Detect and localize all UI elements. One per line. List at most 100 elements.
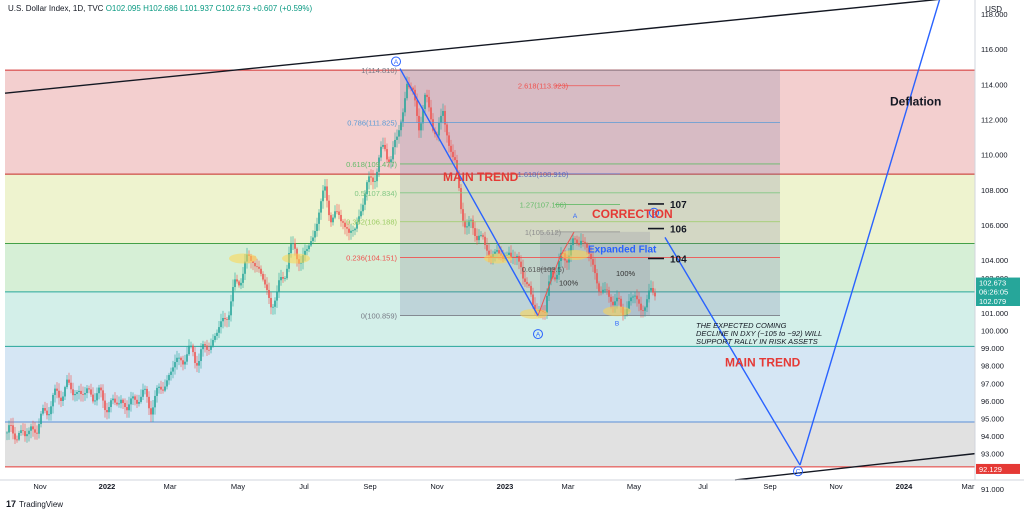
- candle-body-115: [236, 279, 238, 282]
- candle-body-200: [406, 83, 408, 99]
- candle-body-107: [220, 321, 222, 328]
- candle-body-237: [480, 235, 482, 237]
- candle-body-85: [176, 357, 178, 363]
- candle-body-223: [452, 151, 454, 158]
- candle-body-125: [256, 266, 258, 268]
- candle-body-137: [280, 277, 282, 281]
- candle-body-30: [66, 379, 68, 388]
- fib-level-label-3: 0.5(107.834): [354, 189, 397, 198]
- candle-body-144: [294, 243, 296, 249]
- x-tick-14: Mar: [962, 482, 975, 491]
- candle-body-187: [380, 146, 382, 158]
- candle-body-206: [418, 115, 420, 131]
- candle-body-245: [496, 250, 498, 252]
- candle-body-205: [416, 100, 418, 116]
- candle-body-174: [354, 228, 356, 231]
- ohlc-close: C102.673: [215, 4, 251, 13]
- candle-body-251: [508, 252, 510, 255]
- candle-body-321: [648, 290, 650, 300]
- candle-body-69: [144, 388, 146, 390]
- candle-body-73: [152, 407, 154, 415]
- candle-body-274: [554, 277, 556, 280]
- candle-body-46: [98, 387, 100, 394]
- candle-body-59: [124, 402, 126, 408]
- candle-body-75: [156, 387, 158, 396]
- y-tick-1: 116.000: [981, 45, 1008, 54]
- ohlc-high: H102.686: [143, 4, 178, 13]
- y-tick-5: 108.000: [981, 186, 1008, 195]
- candle-body-199: [404, 98, 406, 113]
- candle-body-71: [148, 396, 150, 409]
- fib-band-2: [5, 174, 975, 244]
- candle-body-7: [20, 430, 22, 433]
- trend-main-down: [399, 68, 539, 316]
- candle-body-60: [126, 407, 128, 411]
- candle-body-54: [114, 398, 116, 403]
- wave-marker-b: [649, 207, 659, 218]
- candle-body-21: [48, 414, 50, 416]
- candle-body-195: [396, 136, 398, 140]
- candle-body-16: [38, 424, 40, 434]
- candle-body-135: [276, 291, 278, 301]
- candle-body-175: [356, 222, 358, 229]
- candle-body-105: [216, 332, 218, 336]
- candle-body-280: [566, 260, 568, 263]
- target-label-104: 104: [670, 254, 687, 265]
- fib-band-7: [5, 466, 975, 480]
- fib-level-label-0: 1(114.810): [361, 66, 397, 75]
- candle-body-303: [612, 301, 614, 306]
- candle-body-318: [642, 310, 644, 311]
- y-tick-6: 106.000: [981, 221, 1008, 230]
- candle-body-285: [576, 239, 578, 244]
- candle-body-168: [342, 221, 344, 223]
- candle-body-219: [444, 111, 446, 125]
- candle-body-157: [320, 201, 322, 213]
- candle-body-270: [546, 295, 548, 313]
- candle-body-163: [332, 217, 334, 223]
- candle-body-171: [348, 228, 350, 233]
- candle-body-18: [42, 408, 44, 414]
- candle-body-101: [208, 349, 210, 351]
- fib-ext-label-3: 1(105.612): [525, 228, 562, 237]
- y-tick-11: 99.000: [981, 344, 1004, 353]
- candle-body-185: [376, 171, 378, 182]
- pct-100-a: 100%: [559, 279, 579, 288]
- candle-body-130: [266, 284, 268, 290]
- candle-body-221: [448, 135, 450, 146]
- expanded-flat-label: Expanded Flat: [588, 244, 657, 255]
- x-tick-8: Mar: [562, 482, 575, 491]
- fib-band-1: [5, 70, 975, 175]
- candle-body-22: [50, 406, 52, 415]
- candle-body-235: [476, 235, 478, 241]
- candle-body-58: [122, 399, 124, 403]
- y-tick-10: 100.000: [981, 327, 1008, 336]
- candle-body-63: [132, 396, 134, 399]
- candle-body-52: [110, 400, 112, 408]
- y-tick-17: 93.000: [981, 450, 1004, 459]
- candle-body-124: [254, 262, 256, 267]
- candle-body-184: [374, 181, 376, 183]
- expectation-note: THE EXPECTED COMING DECLINE IN DXY (~105 …: [696, 321, 822, 346]
- candle-body-179: [364, 194, 366, 205]
- candle-body-5: [16, 439, 18, 441]
- candle-body-65: [136, 399, 138, 404]
- x-tick-2: Mar: [164, 482, 177, 491]
- y-tick-12: 98.000: [981, 362, 1004, 371]
- candle-body-81: [168, 374, 170, 381]
- candle-body-159: [324, 186, 326, 191]
- candle-body-208: [422, 109, 424, 124]
- candle-body-312: [630, 297, 632, 302]
- candle-body-216: [438, 122, 440, 136]
- tradingview-logo[interactable]: 17 TradingView: [6, 499, 63, 509]
- candle-body-10: [26, 434, 28, 437]
- candle-body-1: [8, 425, 10, 433]
- candle-body-227: [460, 188, 462, 210]
- candle-body-167: [340, 214, 342, 222]
- x-tick-3: May: [231, 482, 245, 491]
- candle-body-102: [210, 345, 212, 350]
- correction-label: CORRECTION: [592, 207, 673, 221]
- candle-body-96: [198, 361, 200, 366]
- candle-body-6: [18, 432, 20, 440]
- wave-marker-b-glyph: B: [652, 210, 656, 217]
